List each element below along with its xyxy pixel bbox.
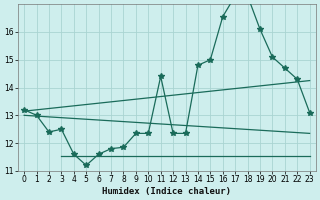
X-axis label: Humidex (Indice chaleur): Humidex (Indice chaleur)	[102, 187, 231, 196]
